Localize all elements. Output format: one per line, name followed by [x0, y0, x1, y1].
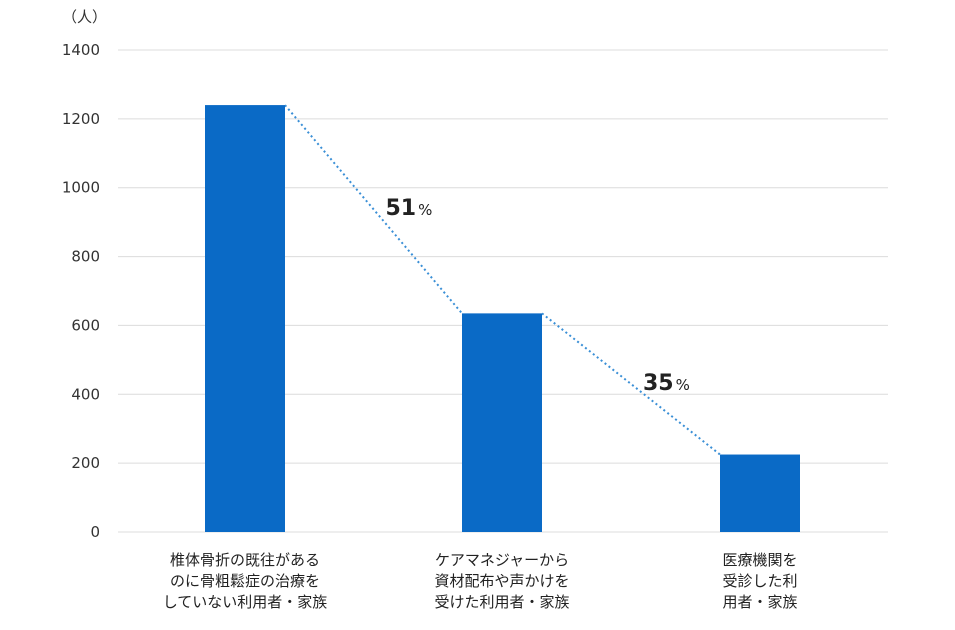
- x-category-label: 医療機関を受診した利用者・家族: [722, 551, 797, 611]
- x-category-label-line: 受けた利用者・家族: [434, 593, 569, 611]
- y-tick-label: 1000: [62, 179, 100, 197]
- percentage-annotations: 51 %35%: [386, 196, 690, 396]
- y-tick-label: 200: [71, 454, 100, 472]
- x-category-label: 椎体骨折の既往があるのに骨粗鬆症の治療をしていない利用者・家族: [163, 551, 328, 611]
- percentage-value: 35: [643, 371, 674, 396]
- y-tick-label: 600: [71, 316, 100, 334]
- percentage-unit: %: [676, 376, 690, 394]
- connector-line: [541, 312, 721, 456]
- x-category-label-line: していない利用者・家族: [163, 593, 328, 611]
- percentage-value: 51: [386, 196, 417, 221]
- y-tick-label: 1200: [62, 110, 100, 128]
- percentage-label: 35%: [643, 371, 690, 396]
- x-category-label-line: ケアマネジャーから: [435, 551, 569, 569]
- x-category-label-line: 受診した利: [722, 572, 797, 590]
- x-category-label-line: 用者・家族: [722, 593, 797, 611]
- bars: [205, 105, 800, 532]
- x-category-label-line: 椎体骨折の既往がある: [170, 551, 320, 569]
- percentage-label: 51%: [386, 196, 433, 221]
- connector-lines: [284, 104, 721, 456]
- x-category-label: ケアマネジャーから資材配布や声かけを受けた利用者・家族: [434, 551, 569, 611]
- bar: [205, 105, 285, 532]
- x-category-label-line: 資材配布や声かけを: [434, 572, 569, 590]
- category-labels: 椎体骨折の既往があるのに骨粗鬆症の治療をしていない利用者・家族 ケアマネジャーから…: [163, 551, 798, 611]
- y-tick-label: 0: [90, 523, 100, 541]
- y-tick-label: 400: [71, 385, 100, 403]
- x-category-label-line: 医療機関を: [722, 551, 797, 569]
- y-axis-ticks: 0 200 400 600 800 1000 1200 1400: [62, 41, 100, 541]
- bar: [720, 454, 800, 532]
- y-tick-label: 800: [71, 248, 100, 266]
- x-category-label-line: のに骨粗鬆症の治療を: [170, 572, 320, 590]
- connector-line: [284, 104, 463, 315]
- bar: [462, 313, 542, 532]
- y-axis-unit-label: （人）: [62, 8, 107, 26]
- y-tick-label: 1400: [62, 41, 100, 59]
- percentage-unit: %: [418, 201, 432, 219]
